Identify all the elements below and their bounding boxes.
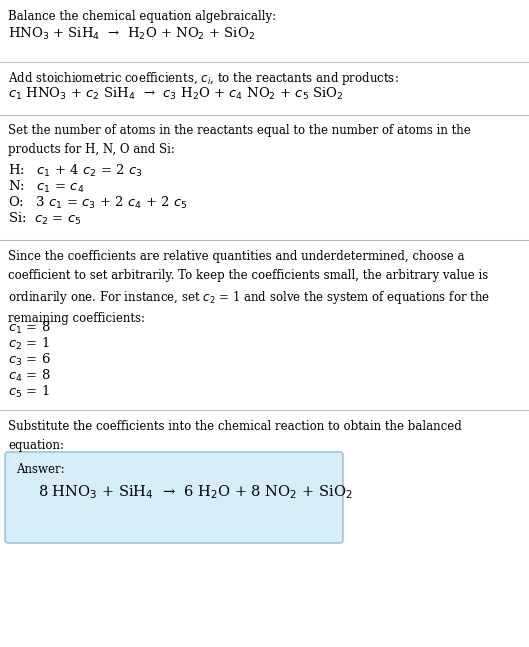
- Text: Set the number of atoms in the reactants equal to the number of atoms in the
pro: Set the number of atoms in the reactants…: [8, 124, 471, 156]
- Text: $c_5$ = 1: $c_5$ = 1: [8, 384, 50, 400]
- Text: N:   $c_1$ = $c_4$: N: $c_1$ = $c_4$: [8, 179, 85, 195]
- Text: Substitute the coefficients into the chemical reaction to obtain the balanced
eq: Substitute the coefficients into the che…: [8, 420, 462, 452]
- FancyBboxPatch shape: [5, 452, 343, 543]
- Text: 8 HNO$_3$ + SiH$_4$  →  6 H$_2$O + 8 NO$_2$ + SiO$_2$: 8 HNO$_3$ + SiH$_4$ → 6 H$_2$O + 8 NO$_2…: [38, 483, 353, 501]
- Text: Answer:: Answer:: [16, 463, 65, 476]
- Text: $c_1$ = 8: $c_1$ = 8: [8, 320, 51, 336]
- Text: $c_4$ = 8: $c_4$ = 8: [8, 368, 51, 384]
- Text: HNO$_3$ + SiH$_4$  →  H$_2$O + NO$_2$ + SiO$_2$: HNO$_3$ + SiH$_4$ → H$_2$O + NO$_2$ + Si…: [8, 26, 255, 42]
- Text: Add stoichiometric coefficients, $c_i$, to the reactants and products:: Add stoichiometric coefficients, $c_i$, …: [8, 70, 399, 87]
- Text: Si:  $c_2$ = $c_5$: Si: $c_2$ = $c_5$: [8, 211, 81, 227]
- Text: Balance the chemical equation algebraically:: Balance the chemical equation algebraica…: [8, 10, 276, 23]
- Text: Since the coefficients are relative quantities and underdetermined, choose a
coe: Since the coefficients are relative quan…: [8, 250, 490, 325]
- Text: H:   $c_1$ + 4 $c_2$ = 2 $c_3$: H: $c_1$ + 4 $c_2$ = 2 $c_3$: [8, 163, 142, 179]
- Text: $c_3$ = 6: $c_3$ = 6: [8, 352, 51, 368]
- Text: $c_2$ = 1: $c_2$ = 1: [8, 336, 50, 352]
- Text: O:   3 $c_1$ = $c_3$ + 2 $c_4$ + 2 $c_5$: O: 3 $c_1$ = $c_3$ + 2 $c_4$ + 2 $c_5$: [8, 195, 187, 211]
- Text: $c_1$ HNO$_3$ + $c_2$ SiH$_4$  →  $c_3$ H$_2$O + $c_4$ NO$_2$ + $c_5$ SiO$_2$: $c_1$ HNO$_3$ + $c_2$ SiH$_4$ → $c_3$ H$…: [8, 86, 344, 102]
